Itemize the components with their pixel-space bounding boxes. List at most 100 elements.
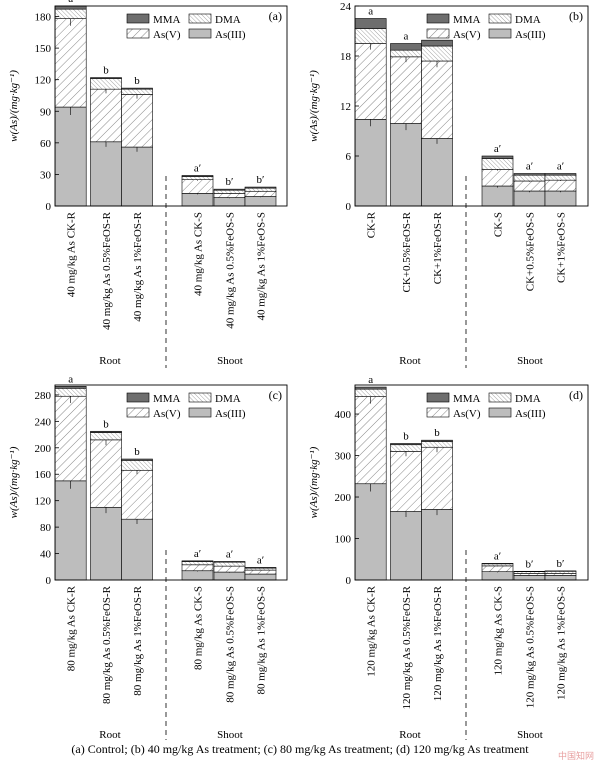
chart-panel-4: a 120 mg/kg As CK-R b 120 mg/kg As 0.5%FeOS… xyxy=(308,374,589,742)
legend-swatch xyxy=(488,392,512,403)
bar-segment xyxy=(244,573,277,581)
category-label: 120 mg/kg As 1%FeOS-S xyxy=(556,586,568,700)
y-tick-label: 0 xyxy=(346,575,352,587)
bar-segment xyxy=(54,386,87,389)
significance-letter: b xyxy=(403,431,409,443)
bar-segment xyxy=(54,8,87,19)
y-tick-label: 24 xyxy=(340,1,352,13)
bar-segment xyxy=(90,141,122,207)
y-axis-label: w(As)/(mg·kg⁻¹) xyxy=(308,70,320,142)
category-label: 40 mg/kg As 1%FeOS-S xyxy=(256,212,268,321)
bar-segment xyxy=(54,106,87,207)
legend-label: MMA xyxy=(153,14,181,26)
bar-segment xyxy=(354,119,387,207)
y-axis-label: w(As)/(mg·kg⁻¹) xyxy=(8,446,20,518)
y-tick-label: 120 xyxy=(35,496,52,508)
y-tick-label: 240 xyxy=(35,416,52,428)
legend-swatch xyxy=(426,392,450,403)
legend-swatch xyxy=(126,28,150,39)
bar-segment xyxy=(90,439,122,508)
y-tick-label: 0 xyxy=(346,201,352,213)
significance-letter: a xyxy=(68,373,73,385)
significance-letter: a′ xyxy=(226,548,233,560)
bar-segment xyxy=(513,575,546,581)
bar-segment xyxy=(421,509,453,581)
legend-swatch xyxy=(188,13,212,24)
legend-label: As(V) xyxy=(453,408,481,420)
legend-label: MMA xyxy=(453,393,481,405)
bar-segment xyxy=(121,458,153,461)
group-label-shoot: Shoot xyxy=(217,355,243,367)
bar-segment xyxy=(513,180,546,192)
significance-letter: a xyxy=(404,31,409,43)
bar-segment xyxy=(181,179,214,194)
category-label: 80 mg/kg As 0.5%FeOS-S xyxy=(225,586,237,703)
y-tick-label: 60 xyxy=(40,138,52,150)
y-tick-label: 180 xyxy=(35,12,52,24)
bar-segment xyxy=(244,186,277,189)
y-tick-label: 0 xyxy=(46,201,52,213)
significance-letter: b xyxy=(134,75,140,87)
significance-letter: a′ xyxy=(494,143,501,155)
group-label-shoot: Shoot xyxy=(517,355,543,367)
group-label-root: Root xyxy=(99,355,120,367)
category-label: CK+0.5%FeOS-S xyxy=(525,212,537,291)
panel-label: (a) xyxy=(269,9,282,23)
bar-segment xyxy=(244,190,277,197)
legend-swatch xyxy=(188,28,212,39)
bar-segment xyxy=(544,570,577,574)
bar-segment xyxy=(90,77,122,79)
bar-segment xyxy=(90,432,122,441)
significance-letter: b′ xyxy=(257,174,265,186)
legend-swatch xyxy=(488,407,512,418)
significance-letter: a xyxy=(368,374,373,386)
legend-label: As(III) xyxy=(215,29,246,41)
legend-swatch xyxy=(426,407,450,418)
significance-letter: a′ xyxy=(557,161,564,173)
chart-panel-3: a 80 mg/kg As CK-R b 80 mg/kg As 0.5%FeOS-R… xyxy=(8,373,288,742)
bar-segment xyxy=(213,561,246,563)
bar-segment xyxy=(54,395,87,482)
legend-label: As(V) xyxy=(153,29,181,41)
legend-swatch xyxy=(488,13,512,24)
category-label: 40 mg/kg As 0.5%FeOS-S xyxy=(225,212,237,329)
y-tick-label: 200 xyxy=(335,492,352,504)
y-tick-label: 200 xyxy=(35,443,52,455)
legend-swatch xyxy=(426,28,450,39)
bar-segment xyxy=(481,158,514,170)
category-label: CK-R xyxy=(366,211,378,238)
y-tick-label: 120 xyxy=(35,75,52,87)
bar-segment xyxy=(90,88,122,143)
figure-caption: (a) Control; (b) 40 mg/kg As treatment; … xyxy=(71,742,529,756)
bar-segment xyxy=(181,570,214,581)
y-tick-label: 0 xyxy=(46,575,52,587)
category-label: CK+1%FeOS-S xyxy=(556,212,568,283)
category-label: 80 mg/kg As CK-S xyxy=(193,586,205,670)
bar-segment xyxy=(481,563,514,567)
plot-frame xyxy=(54,5,288,207)
bar-segment xyxy=(390,56,422,124)
category-label: 80 mg/kg As 1%FeOS-S xyxy=(256,586,268,695)
category-label: 40 mg/kg As 0.5%FeOS-R xyxy=(101,211,113,330)
bar-segment xyxy=(544,174,577,181)
category-label: 80 mg/kg As 0.5%FeOS-R xyxy=(101,585,113,704)
significance-letter: b′ xyxy=(226,176,234,188)
bar-segment xyxy=(54,5,87,10)
y-axis-label: w(As)/(mg·kg⁻¹) xyxy=(308,446,320,518)
category-label: 120 mg/kg As 0.5%FeOS-S xyxy=(525,586,537,708)
legend-label: As(III) xyxy=(515,29,546,41)
bar-segment xyxy=(121,460,153,471)
bar-segment xyxy=(90,78,122,90)
bar-segment xyxy=(421,138,453,207)
significance-letter: a xyxy=(368,6,373,18)
bar-segment xyxy=(90,430,122,433)
bar-segment xyxy=(421,441,453,448)
bar-segment xyxy=(181,193,214,207)
significance-letter: b′ xyxy=(557,558,565,570)
bar-segment xyxy=(213,188,246,191)
bar-segment xyxy=(244,569,277,575)
category-label: 40 mg/kg As 1%FeOS-R xyxy=(132,211,144,321)
y-axis-label: w(As)/(mg·kg⁻¹) xyxy=(8,70,20,142)
bar-segment xyxy=(213,197,246,207)
bar-segment xyxy=(390,43,422,51)
